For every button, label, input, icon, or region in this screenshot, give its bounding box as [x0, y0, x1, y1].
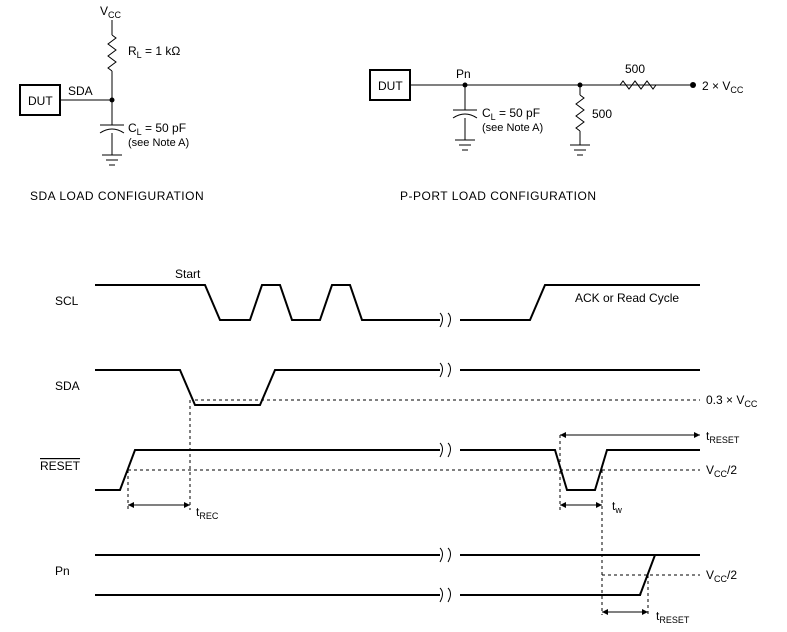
ack-label: ACK or Read Cycle: [575, 291, 679, 305]
reset-vcc2-label: VCC/2: [706, 463, 737, 479]
pport-caption: P-PORT LOAD CONFIGURATION: [400, 189, 597, 203]
ground-r500: [570, 145, 590, 155]
sda-caption: SDA LOAD CONFIGURATION: [30, 189, 204, 203]
ground-cl-pport: [455, 140, 475, 150]
dut-label-sda: DUT: [28, 94, 53, 108]
break-pn-bot: [440, 588, 451, 602]
resistor-500-series: [620, 81, 656, 89]
note-sda: (see Note A): [128, 137, 189, 149]
cl-label-pport: CL = 50 pF: [482, 106, 540, 122]
vcc-label: VCC: [100, 4, 122, 20]
sda-pin-label: SDA: [68, 84, 93, 98]
treset-label-top: tRESET: [706, 429, 740, 445]
vcc-out-label: 2 × VCC: [702, 79, 744, 95]
capacitor-cl-sda: [100, 125, 124, 133]
break-reset: [440, 443, 451, 457]
dut-label-pport: DUT: [378, 79, 403, 93]
sda-label: SDA: [55, 379, 80, 393]
break-pn-top: [440, 548, 451, 562]
v03-label: 0.3 × VCC: [706, 393, 758, 409]
pport-load-config: DUT Pn CL = 50 pF (see Note A) 500 500 2…: [370, 62, 744, 203]
ground-sda: [102, 155, 122, 165]
capacitor-cl-pport: [453, 110, 477, 118]
rl-label: RL = 1 kΩ: [128, 44, 180, 60]
vcc-out-node: [690, 82, 696, 88]
note-pport: (see Note A): [482, 122, 543, 134]
r500-series-label: 500: [625, 62, 645, 76]
resistor-500-down: [576, 95, 584, 131]
reset-label: RESET: [40, 459, 81, 473]
scl-label: SCL: [55, 294, 79, 308]
break-scl: [440, 313, 451, 327]
pn-pin-label: Pn: [456, 67, 471, 81]
diagram-root: VCC RL = 1 kΩ DUT SDA CL = 50 pF (see No…: [0, 0, 787, 632]
r500-down-label: 500: [592, 107, 612, 121]
pn-label: Pn: [55, 564, 70, 578]
pn-vcc2-label: VCC/2: [706, 568, 737, 584]
sda-load-config: VCC RL = 1 kΩ DUT SDA CL = 50 pF (see No…: [20, 4, 204, 203]
timing-diagram: SCL Start ACK or Read Cycle SDA 0.3 × VC…: [40, 267, 758, 625]
treset-label-bot: tRESET: [656, 609, 690, 625]
resistor-rl: [108, 35, 116, 71]
cl-label-sda: CL = 50 pF: [128, 121, 186, 137]
tw-label: tw: [612, 499, 622, 515]
start-label: Start: [175, 267, 201, 281]
trec-label: tREC: [196, 505, 219, 521]
